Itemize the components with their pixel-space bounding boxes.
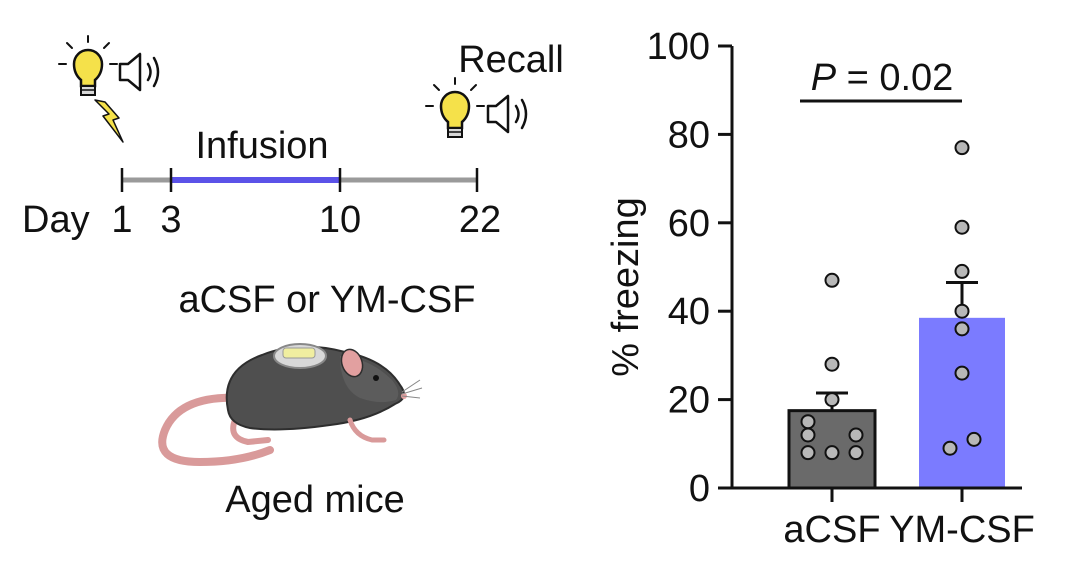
data-point	[824, 272, 840, 288]
day-label: 22	[459, 199, 501, 241]
y-axis: 0 20 40 60 80 100	[647, 26, 734, 510]
data-point	[848, 427, 864, 443]
data-point	[954, 263, 970, 279]
data-point	[800, 445, 816, 461]
y-tick-label: 0	[689, 468, 710, 510]
data-point	[824, 392, 840, 408]
data-point	[954, 365, 970, 381]
data-points	[800, 140, 982, 461]
data-point	[954, 321, 970, 337]
data-point	[800, 427, 816, 443]
data-point	[800, 414, 816, 430]
lightbulb-icon	[58, 35, 118, 96]
data-point	[954, 219, 970, 235]
y-axis-label: % freezing	[605, 197, 647, 377]
mouse-illustration	[158, 343, 423, 467]
day-prefix: Day	[22, 199, 90, 241]
day-label: 1	[111, 199, 132, 241]
p-value: = 0.02	[836, 57, 953, 99]
data-point	[942, 440, 958, 456]
day-label: 10	[319, 199, 361, 241]
x-tick-label: YM-CSF	[889, 509, 1035, 551]
schematic: Recall Infusion Day 1 3 10 22 aCSF or YM…	[22, 35, 564, 521]
bars	[787, 280, 1005, 490]
speaker-icon	[486, 94, 528, 134]
x-tick-label: aCSF	[783, 509, 880, 551]
y-tick-label: 40	[668, 291, 710, 333]
timeline: Day 1 3 10 22	[22, 168, 501, 241]
p-symbol: P	[811, 57, 837, 99]
recall-label: Recall	[458, 39, 564, 81]
significance: P = 0.02	[800, 57, 962, 103]
lightning-icon	[94, 99, 124, 143]
y-tick-label: 100	[647, 26, 710, 68]
data-point	[824, 356, 840, 372]
data-point	[954, 140, 970, 156]
data-point	[848, 445, 864, 461]
y-tick-label: 20	[668, 380, 710, 422]
subject-label: Aged mice	[225, 479, 405, 521]
significance-label: P = 0.02	[811, 57, 954, 99]
data-point	[966, 431, 982, 447]
treatment-label: aCSF or YM-CSF	[178, 279, 475, 321]
y-tick-label: 80	[668, 114, 710, 156]
bar-ym-csf	[919, 317, 1005, 488]
bar-chart: 0 20 40 60 80 100 % freezing aCSF YM-CSF P = 0…	[605, 26, 1035, 551]
y-tick-label: 60	[668, 203, 710, 245]
x-axis: aCSF YM-CSF	[732, 486, 1035, 551]
data-point	[824, 445, 840, 461]
speaker-icon	[118, 52, 160, 92]
lightbulb-icon	[425, 77, 485, 138]
infusion-label: Infusion	[195, 125, 328, 167]
data-point	[954, 303, 970, 319]
day-label: 3	[160, 199, 181, 241]
